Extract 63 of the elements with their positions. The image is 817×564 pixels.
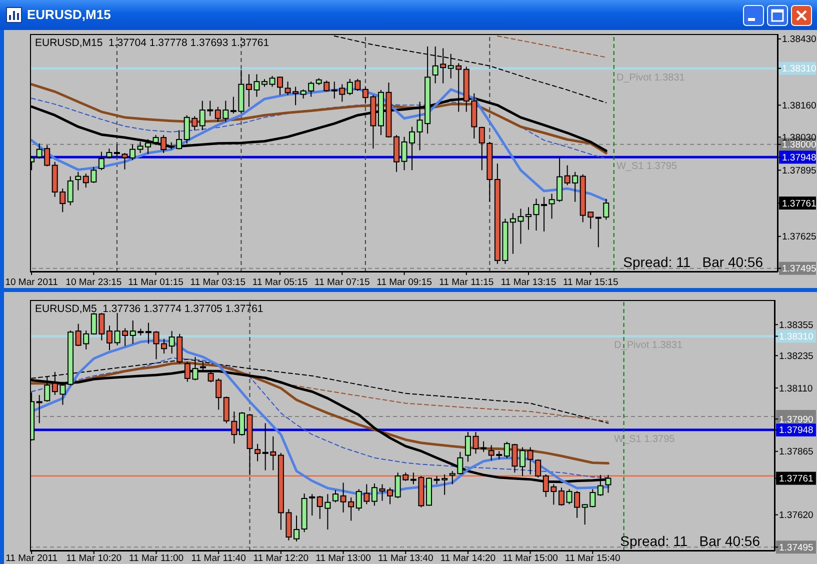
x-tick-label: 11 Mar 13:40 <box>378 553 434 564</box>
y-tick-label: 1.38310 <box>782 64 816 75</box>
x-tick-label: 11 Mar 14:20 <box>440 553 496 564</box>
y-tick-label: 1.37625 <box>782 232 816 243</box>
chart-subtitle: EURUSD,M15 1.37704 1.37778 1.37693 1.37761 <box>35 37 270 49</box>
y-tick-label: 1.37761 <box>782 198 816 210</box>
candlestick <box>129 144 136 161</box>
y-tick-label: 1.37495 <box>782 264 816 275</box>
y-tick-label: 1.38235 <box>779 350 814 362</box>
y-tick-label: 1.37865 <box>779 446 814 458</box>
x-tick-label: 11 Mar 15:00 <box>502 553 558 564</box>
annotation: Spread: 11 Bar 40:56 <box>623 254 764 270</box>
candlestick <box>238 412 245 436</box>
candlestick <box>520 446 526 476</box>
candlestick <box>294 515 300 542</box>
x-tick-label: 11 Mar 03:15 <box>190 277 246 288</box>
candlestick <box>558 487 564 506</box>
y-tick-label: 1.37990 <box>779 414 814 426</box>
candlestick <box>525 206 532 230</box>
candlestick <box>106 148 112 160</box>
x-tick-label: 11 Mar 09:15 <box>376 277 432 288</box>
x-tick-label: 10 Mar 2011 <box>5 277 58 288</box>
chart-subtitle: EURUSD,M5 1.37736 1.37774 1.37705 1.37761 <box>35 303 264 315</box>
candlestick <box>161 338 168 354</box>
y-tick-label: 1.37948 <box>779 425 814 436</box>
candlestick <box>332 490 338 503</box>
x-tick-label: 11 Mar 11:00 <box>128 553 184 564</box>
x-tick-label: 11 Mar 07:15 <box>314 277 370 288</box>
x-tick-label: 11 Mar 10:20 <box>66 553 122 564</box>
chart-title: EURUSD,M15 <box>27 7 111 22</box>
x-tick-label: 11 Mar 2011 <box>6 553 58 564</box>
x-tick-label: 11 Mar 11:15 <box>439 277 494 288</box>
candlestick <box>98 151 104 171</box>
y-tick-label: 1.38430 <box>782 34 816 46</box>
annotation: Spread: 11 Bar 40:56 <box>620 533 760 549</box>
x-tick-label: 11 Mar 05:15 <box>252 277 308 288</box>
y-tick-label: 1.37620 <box>779 510 814 522</box>
x-tick-label: 11 Mar 13:15 <box>500 277 556 288</box>
x-tick-label: 11 Mar 15:40 <box>565 553 620 564</box>
y-tick-label: 1.38160 <box>782 100 816 112</box>
x-tick-label: 11 Mar 13:00 <box>316 553 371 564</box>
y-tick-label: 1.38000 <box>782 140 816 151</box>
y-tick-label: 1.38310 <box>779 332 814 343</box>
candlestick <box>75 171 82 191</box>
y-tick-label: 1.37495 <box>779 542 814 554</box>
x-tick-label: 11 Mar 12:20 <box>253 553 309 564</box>
candlestick <box>464 431 471 462</box>
y-tick-label: 1.37895 <box>782 166 816 176</box>
x-tick-label: 10 Mar 23:15 <box>66 277 122 288</box>
candlestick <box>106 325 112 351</box>
candlestick <box>254 443 261 462</box>
y-tick-label: 1.38355 <box>779 320 814 331</box>
candlestick <box>36 394 42 424</box>
y-tick-label: 1.38110 <box>779 383 813 394</box>
candlestick <box>387 487 394 505</box>
line-series <box>30 88 608 202</box>
x-tick-label: 11 Mar 11:40 <box>191 553 246 564</box>
candlestick <box>67 176 74 206</box>
y-tick-label: 1.37948 <box>782 152 816 164</box>
x-tick-label: 11 Mar 01:15 <box>128 277 184 288</box>
x-tick-label: 11 Mar 15:15 <box>562 277 618 288</box>
y-tick-label: 1.37761 <box>779 474 814 485</box>
candlestick <box>44 376 50 402</box>
